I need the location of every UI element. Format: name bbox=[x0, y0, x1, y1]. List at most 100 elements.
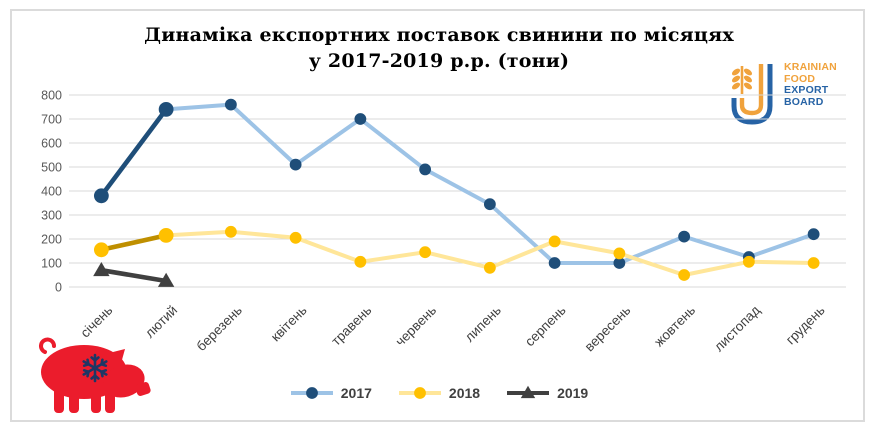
series-line-2018 bbox=[293, 235, 363, 264]
data-point-2019 bbox=[520, 385, 536, 399]
pig-winter-icon bbox=[39, 337, 151, 413]
legend-marker-2018 bbox=[398, 387, 441, 399]
legend-item-2019: 2019 bbox=[506, 385, 588, 401]
data-point-2017 bbox=[354, 113, 367, 125]
logo-line-kraininan: KRAINIAN bbox=[784, 61, 837, 73]
ufeb-logo-mark bbox=[731, 64, 773, 125]
data-point-2017 bbox=[483, 198, 496, 211]
series-line-2017 bbox=[617, 234, 687, 265]
legend-item-2017: 2017 bbox=[290, 385, 372, 401]
series-line-2018 bbox=[552, 239, 622, 256]
data-point-2018 bbox=[807, 257, 820, 269]
series-line-2018 bbox=[617, 251, 687, 277]
series-line-2017 bbox=[228, 102, 298, 167]
snowflake-branch bbox=[100, 362, 108, 367]
pig-snout bbox=[135, 382, 151, 396]
data-point-2018 bbox=[613, 247, 626, 260]
pig-tail bbox=[39, 337, 56, 354]
y-axis-tick-label: 0 bbox=[55, 281, 62, 295]
x-axis-tick-label-4: квітень bbox=[268, 303, 310, 345]
y-axis-tick-label: 400 bbox=[41, 185, 62, 199]
logo-line-export: EXPORT bbox=[784, 84, 829, 96]
data-point-2018 bbox=[414, 387, 426, 399]
data-point-2017 bbox=[548, 257, 561, 269]
series-line-2018 bbox=[99, 233, 169, 253]
logo-u-orange bbox=[739, 64, 764, 116]
series-line-2017 bbox=[682, 234, 751, 259]
data-point-2018 bbox=[548, 235, 561, 248]
x-axis-tick-label-8: серпень bbox=[522, 303, 569, 350]
data-point-2017 bbox=[289, 158, 302, 171]
series-line-2017 bbox=[99, 107, 169, 199]
data-point-2017 bbox=[305, 387, 318, 399]
data-point-2019 bbox=[157, 272, 175, 287]
data-point-2017 bbox=[613, 257, 626, 269]
data-point-2018 bbox=[158, 228, 174, 243]
y-axis-tick-label: 600 bbox=[41, 137, 62, 151]
x-axis-tick-label-11: листопад bbox=[711, 302, 763, 354]
series-line-2018 bbox=[164, 229, 233, 238]
y-axis-tick-label: 200 bbox=[41, 233, 62, 247]
series-line-2017 bbox=[487, 202, 557, 265]
snowflake-branch bbox=[93, 356, 100, 362]
data-point-2018 bbox=[483, 261, 496, 274]
chart-title-line2: у 2017-2019 р.р. (тони) bbox=[308, 50, 570, 72]
y-axis-tick-label: 500 bbox=[41, 161, 62, 175]
logo-u-blue bbox=[731, 64, 773, 125]
chart-title-line1: Динаміка експортних поставок свинини по … bbox=[144, 24, 734, 46]
data-point-2018 bbox=[224, 225, 237, 238]
series-2018 bbox=[93, 225, 820, 281]
chart-title: Динаміка експортних поставок свинини по … bbox=[0, 22, 878, 74]
series-line-2017 bbox=[293, 117, 363, 167]
x-axis-tick-label-7: липень bbox=[462, 303, 504, 345]
y-axis-tick-label: 800 bbox=[41, 89, 62, 103]
data-point-2018 bbox=[93, 242, 109, 258]
data-point-2017 bbox=[224, 98, 237, 111]
y-axis-tick-label: 100 bbox=[41, 257, 62, 271]
legend-label-2018: 2018 bbox=[448, 385, 481, 401]
series-line-2017 bbox=[164, 102, 233, 112]
data-point-2018 bbox=[289, 231, 302, 244]
pig-ear bbox=[109, 349, 125, 367]
chart-legend: 2017 2018 2019 bbox=[0, 385, 878, 401]
data-point-2017 bbox=[419, 163, 432, 176]
chart-frame bbox=[10, 9, 865, 422]
series-line-2017 bbox=[423, 167, 492, 207]
series-line-2018 bbox=[358, 250, 428, 264]
series-line-2018 bbox=[423, 250, 492, 270]
legend-item-2018: 2018 bbox=[398, 385, 480, 401]
wheat-icon bbox=[731, 66, 753, 94]
logo-line-food: FOOD bbox=[784, 72, 816, 85]
data-point-2017 bbox=[807, 228, 820, 241]
data-point-2018 bbox=[419, 246, 432, 259]
legend-marker-2019 bbox=[507, 385, 550, 399]
x-axis-tick-label-3: березень bbox=[193, 303, 245, 355]
data-point-2018 bbox=[354, 255, 367, 268]
snowflake-branch bbox=[90, 374, 97, 380]
data-point-2017 bbox=[93, 188, 109, 204]
x-axis-tick-label-10: жовтень bbox=[651, 303, 698, 350]
series-line-2017 bbox=[746, 232, 816, 259]
ufeb-logo: KRAINIAN FOOD EXPORT BOARD bbox=[712, 60, 864, 128]
snowflake-branch bbox=[100, 370, 104, 378]
data-point-2019 bbox=[93, 262, 110, 277]
logo-line-board: BOARD bbox=[784, 95, 824, 108]
data-point-2017 bbox=[678, 230, 691, 243]
ufeb-logo-text: KRAINIAN FOOD EXPORT BOARD bbox=[784, 60, 837, 108]
series-line-2018 bbox=[487, 239, 557, 270]
series-2019 bbox=[93, 262, 175, 287]
data-point-2017 bbox=[158, 102, 174, 117]
legend-marker-2017 bbox=[290, 387, 333, 399]
snowflake-icon bbox=[82, 353, 108, 383]
snowflake-branch bbox=[86, 358, 90, 366]
data-point-2018 bbox=[678, 269, 691, 281]
data-point-2018 bbox=[742, 255, 755, 268]
series-line-2018 bbox=[682, 259, 751, 277]
legend-label-2017: 2017 bbox=[340, 385, 372, 401]
y-axis-tick-label: 700 bbox=[41, 113, 62, 127]
series-line-2019 bbox=[99, 267, 169, 284]
series-2017 bbox=[93, 98, 820, 269]
x-axis-tick-label-12: грудень bbox=[783, 303, 828, 348]
